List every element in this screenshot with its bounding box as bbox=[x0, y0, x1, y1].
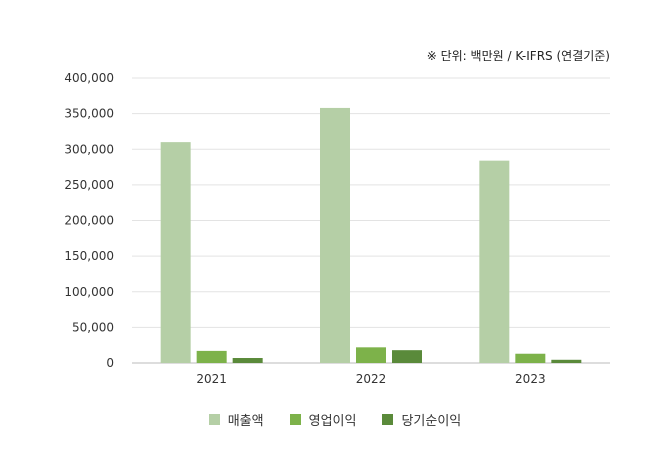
bar-revenue-2021 bbox=[160, 142, 191, 363]
legend-item-net-income: 당기순이익 bbox=[382, 410, 461, 429]
legend-swatch-net-income bbox=[382, 414, 394, 425]
legend: 매출액 영업이익 당기순이익 bbox=[0, 410, 670, 429]
bar-net-income-2023 bbox=[551, 359, 582, 363]
bar-operating-profit-2021 bbox=[196, 350, 227, 363]
y-tick-label: 50,000 bbox=[72, 320, 114, 334]
legend-swatch-operating-profit bbox=[289, 414, 301, 425]
bar-net-income-2021 bbox=[232, 358, 263, 363]
legend-label-revenue: 매출액 bbox=[227, 414, 264, 429]
legend-item-revenue: 매출액 bbox=[208, 410, 264, 429]
y-axis-ticks: 0 50,000 100,000 150,000 200,000 250,000 300,0… bbox=[64, 71, 114, 370]
bars bbox=[160, 107, 582, 363]
y-tick-label: 150,000 bbox=[64, 249, 114, 263]
x-tick-label: 2023 bbox=[515, 372, 546, 386]
bar-operating-profit-2023 bbox=[515, 353, 546, 363]
bar-chart: 0 50,000 100,000 150,000 200,000 250,000 300,0… bbox=[64, 71, 610, 386]
y-tick-label: 0 bbox=[106, 356, 114, 370]
legend-label-net-income: 당기순이익 bbox=[401, 414, 462, 429]
legend-swatch-revenue bbox=[208, 414, 220, 425]
legend-label-operating-profit: 영업이익 bbox=[308, 414, 357, 429]
y-tick-label: 100,000 bbox=[64, 285, 114, 299]
y-tick-label: 250,000 bbox=[64, 178, 114, 192]
y-tick-label: 300,000 bbox=[64, 142, 114, 156]
x-tick-label: 2022 bbox=[356, 372, 387, 386]
legend-item-operating-profit: 영업이익 bbox=[289, 410, 357, 429]
bar-revenue-2022 bbox=[320, 107, 350, 363]
y-tick-label: 400,000 bbox=[64, 71, 114, 85]
unit-note: ※ 단위: 백만원 / K-IFRS (연결기준) bbox=[426, 49, 610, 63]
x-axis-ticks: 2021 2022 2023 bbox=[196, 372, 545, 386]
y-tick-label: 350,000 bbox=[64, 107, 114, 121]
bar-net-income-2022 bbox=[392, 350, 422, 363]
gridlines bbox=[132, 77, 610, 364]
bar-revenue-2023 bbox=[479, 160, 510, 363]
x-tick-label: 2021 bbox=[196, 372, 227, 386]
y-tick-label: 200,000 bbox=[64, 214, 114, 228]
bar-operating-profit-2022 bbox=[356, 347, 386, 363]
